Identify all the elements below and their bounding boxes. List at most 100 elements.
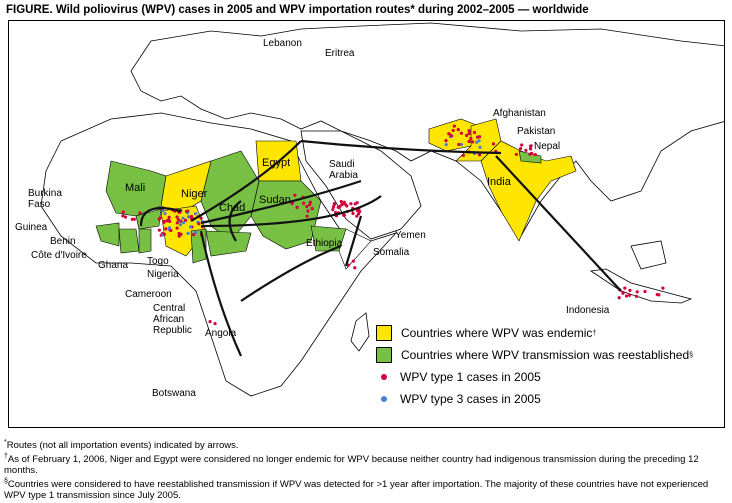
label-togo: Togo: [147, 256, 169, 267]
wpv-type1-case: [528, 147, 533, 151]
footnote-3: §Countries were considered to have reest…: [4, 478, 709, 502]
wpv-type3-case: [193, 231, 198, 235]
wpv-type1-case: [175, 226, 179, 230]
route-arrow: [228, 200, 242, 242]
type1-dot-icon: [381, 374, 387, 380]
wpv-type1-case: [340, 203, 344, 207]
wpv-type3-case: [444, 142, 448, 147]
route-arrow: [240, 244, 342, 302]
route-arrow: [200, 179, 362, 225]
label-somalia: Somalia: [373, 247, 410, 258]
label-car: Central African Republic: [153, 303, 192, 336]
label-ethiopia: Ethiopia: [306, 238, 343, 249]
wpv-type1-case: [121, 214, 125, 218]
wpv-type1-case: [157, 228, 161, 232]
wpv-type1-case: [356, 212, 361, 216]
label-benin: Benin: [50, 236, 76, 247]
wpv-type1-case: [477, 153, 482, 157]
figure-title: FIGURE. Wild poliovirus (WPV) cases in 2…: [6, 4, 589, 16]
wpv-type1-case: [293, 193, 297, 197]
wpv-type1-case: [624, 294, 629, 298]
wpv-type3-case: [181, 216, 185, 220]
label-burkina-faso: Burkina Faso: [28, 188, 62, 210]
wpv-type1-case: [213, 322, 217, 326]
wpv-type3-case: [477, 139, 481, 143]
importation-routes: [139, 139, 622, 357]
label-angola: Angola: [205, 328, 237, 339]
wpv-type1-case: [339, 199, 343, 204]
route-arrow: [495, 155, 622, 292]
country-guinea: [95, 222, 120, 247]
wpv-type3-case: [186, 215, 191, 219]
wpv-type1-case: [175, 215, 179, 219]
wpv-type1-case: [457, 142, 461, 147]
wpv-type1-case: [138, 211, 142, 215]
wpv-type1-case: [305, 214, 309, 218]
label-eritrea: Eritrea: [325, 48, 355, 59]
wpv-type1-case: [302, 201, 306, 205]
wpv-type1-case: [617, 296, 621, 300]
wpv-type1-case: [197, 222, 201, 226]
wpv-type1-case: [643, 289, 647, 294]
wpv-type1-case: [461, 153, 465, 157]
legend-type3: WPV type 3 cases in 2005: [376, 388, 693, 410]
wpv-type1-case: [491, 142, 496, 146]
label-yemen: Yemen: [395, 230, 426, 241]
wpv-type1-case: [518, 147, 523, 151]
wpv-type1-case: [655, 292, 659, 297]
wpv-type3-case: [193, 212, 198, 216]
wpv-type1-case: [452, 124, 456, 128]
wpv-type1-case: [467, 131, 471, 136]
wpv-type1-case: [529, 144, 533, 148]
wpv-type1-case: [469, 136, 473, 141]
wpv-type1-case: [635, 290, 639, 294]
footnote-1: *Routes (not all importation events) ind…: [4, 439, 239, 452]
wpv-type3-case: [188, 225, 193, 229]
wpv-type1-case: [308, 200, 312, 204]
wpv-type1-case: [459, 131, 464, 135]
route-arrow: [190, 140, 302, 222]
map: Lebanon Eritrea Afghanistan Pakistan Nep…: [8, 20, 725, 428]
wpv-type1-case: [467, 129, 471, 133]
footnotes: *Routes (not all importation events) ind…: [4, 437, 729, 501]
wpv-type1-case: [192, 233, 196, 237]
wpv-type1-case: [167, 215, 171, 219]
route-arrow: [300, 139, 502, 155]
wpv-type3-case: [163, 212, 167, 216]
label-indonesia: Indonesia: [566, 305, 610, 316]
legend-endemic: Countries where WPV was endemic †: [376, 322, 693, 344]
footnote-2: †As of February 1, 2006, Niger and Egypt…: [4, 453, 699, 477]
label-mali: Mali: [125, 182, 146, 194]
country-cote-divoire: [118, 228, 140, 254]
label-niger: Niger: [181, 188, 208, 200]
reestablished-swatch: [376, 347, 392, 363]
wpv-type1-case: [520, 143, 524, 147]
map-svg: [40, 22, 724, 397]
label-nepal: Nepal: [534, 141, 561, 152]
wpv-type1-case: [528, 152, 532, 156]
wpv-type1-case: [451, 128, 455, 133]
wpv-type1-case: [332, 202, 337, 206]
label-india: India: [487, 176, 511, 188]
endemic-swatch: [376, 325, 392, 341]
wpv-type3-case: [178, 223, 183, 227]
label-botswana: Botswana: [152, 388, 196, 399]
wpv-type1-case: [306, 209, 310, 213]
wpv-type1-case: [344, 203, 348, 207]
wpv-type1-case: [623, 286, 627, 290]
country-burkina-faso: [135, 208, 162, 230]
wpv-type1-case: [524, 148, 528, 152]
label-nigeria: Nigeria: [147, 269, 179, 280]
route-arrow: [344, 215, 363, 267]
wpv-type1-case: [456, 128, 460, 132]
label-ghana: Ghana: [98, 260, 129, 271]
legend: Countries where WPV was endemic † Countri…: [376, 322, 693, 410]
wpv-type3-case: [161, 209, 165, 213]
wpv-type1-case: [305, 205, 309, 209]
wpv-type1-case: [634, 294, 639, 299]
wpv-type1-case: [295, 205, 299, 209]
type3-dot-icon: [381, 396, 387, 402]
wpv-type3-case: [475, 140, 479, 144]
label-afghanistan: Afghanistan: [493, 108, 546, 119]
wpv-type1-case: [177, 234, 181, 238]
